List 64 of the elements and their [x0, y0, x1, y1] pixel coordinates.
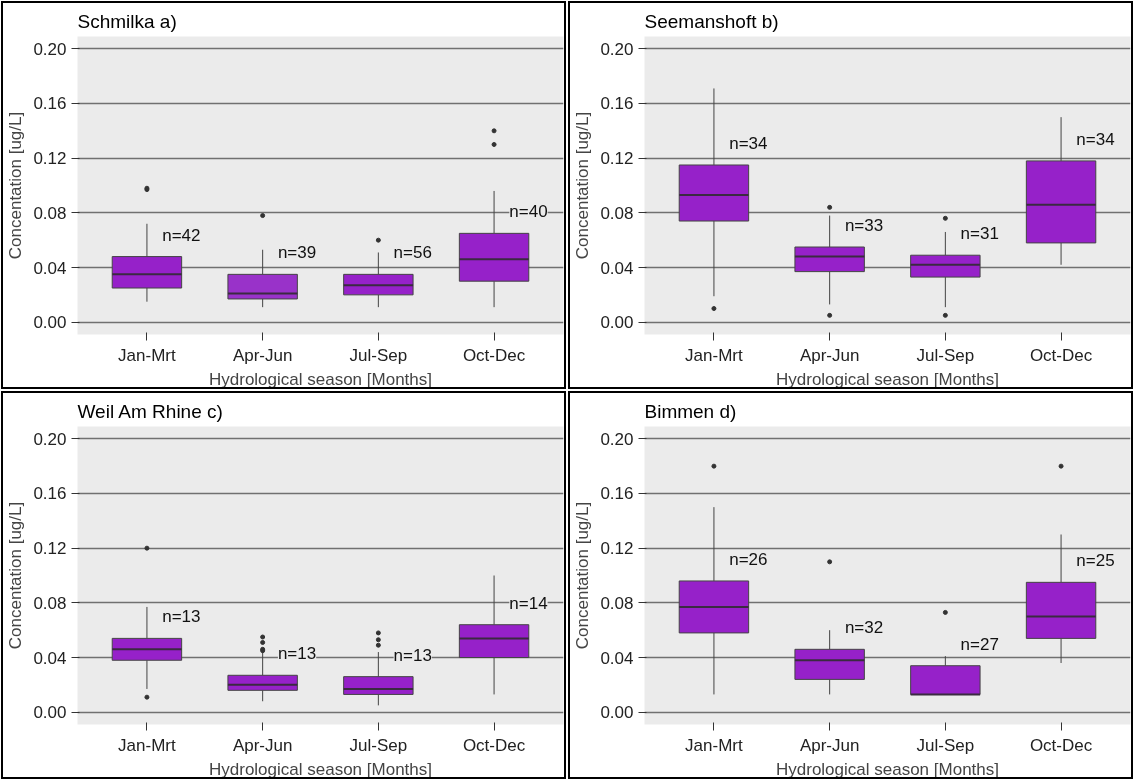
y-tick-label: 0.04 — [33, 258, 67, 278]
y-tick-label: 0.08 — [33, 203, 67, 223]
y-tick-label: 0.00 — [33, 703, 67, 723]
x-tick-label: Jan-Mrt — [118, 345, 177, 365]
y-tick-label: 0.16 — [600, 484, 634, 504]
y-tick-label: 0.16 — [600, 94, 634, 114]
y-tick-label: 0.20 — [600, 429, 634, 449]
y-axis-title: Concentation [ug/L] — [573, 111, 593, 260]
annotation: n=32 — [844, 618, 884, 638]
y-tick-label: 0.04 — [33, 648, 67, 668]
annotation: n=42 — [162, 225, 201, 245]
chart-title: Seemanshoft b) — [644, 10, 779, 32]
y-tick-label: 0.08 — [33, 593, 67, 613]
y-tick-label: 0.12 — [600, 149, 634, 169]
y-tick-label: 0.08 — [600, 203, 634, 223]
y-tick-label: 0.08 — [600, 593, 634, 613]
annotation: n=27 — [960, 634, 999, 654]
y-axis-title: Concentation [ug/L] — [6, 501, 26, 650]
annotation: n=40 — [509, 202, 548, 222]
annotation: n=25 — [1076, 551, 1115, 571]
y-tick-label: 0.20 — [600, 39, 634, 59]
chart-title: Schmilka a) — [77, 10, 177, 32]
x-tick-label: Jul-Sep — [916, 735, 975, 755]
annotation: n=39 — [277, 243, 317, 263]
annotation: n=26 — [729, 549, 768, 569]
annotation: n=34 — [1076, 129, 1115, 149]
annotation: n=13 — [277, 644, 317, 664]
x-tick-label: Oct-Dec — [462, 345, 526, 365]
annotation: n=34 — [729, 134, 768, 153]
y-axis-title: Concentation [ug/L] — [573, 501, 593, 650]
chart-title: Bimmen d) — [644, 400, 737, 422]
y-tick-label: 0.04 — [600, 648, 634, 668]
y-tick-label: 0.12 — [33, 539, 67, 559]
annotation: n=13 — [162, 607, 201, 627]
chart-title: Weil Am Rhine c) — [77, 400, 223, 422]
y-tick-label: 0.20 — [33, 39, 67, 59]
x-tick-label: Apr-Jun — [799, 735, 860, 755]
y-tick-label: 0.16 — [33, 484, 67, 504]
annotation: n=56 — [393, 243, 432, 263]
x-tick-label: Jul-Sep — [349, 735, 408, 755]
y-tick-label: 0.00 — [600, 313, 634, 333]
y-tick-label: 0.20 — [33, 429, 67, 449]
y-tick-label: 0.16 — [33, 94, 67, 114]
y-tick-label: 0.00 — [33, 313, 67, 333]
x-tick-label: Jan-Mrt — [685, 345, 744, 365]
x-tick-label: Oct-Dec — [1029, 735, 1093, 755]
annotation: n=33 — [844, 216, 884, 236]
x-tick-label: Oct-Dec — [1029, 345, 1093, 365]
x-tick-label: Apr-Jun — [232, 735, 293, 755]
y-tick-label: 0.12 — [33, 149, 67, 169]
annotation: n=31 — [960, 224, 999, 244]
annotation: n=13 — [393, 645, 432, 665]
x-tick-label: Jul-Sep — [349, 345, 408, 365]
annotation: n=14 — [509, 593, 548, 613]
x-tick-label: Apr-Jun — [232, 345, 293, 365]
y-tick-label: 0.04 — [600, 258, 634, 278]
x-tick-label: Jul-Sep — [916, 345, 975, 365]
y-tick-label: 0.12 — [600, 539, 634, 559]
x-tick-label: Apr-Jun — [799, 345, 860, 365]
x-tick-label: Oct-Dec — [462, 735, 526, 755]
y-tick-label: 0.00 — [600, 703, 634, 723]
x-tick-label: Jan-Mrt — [685, 735, 744, 755]
y-axis-title: Concentation [ug/L] — [6, 111, 26, 260]
x-tick-label: Jan-Mrt — [118, 735, 177, 755]
